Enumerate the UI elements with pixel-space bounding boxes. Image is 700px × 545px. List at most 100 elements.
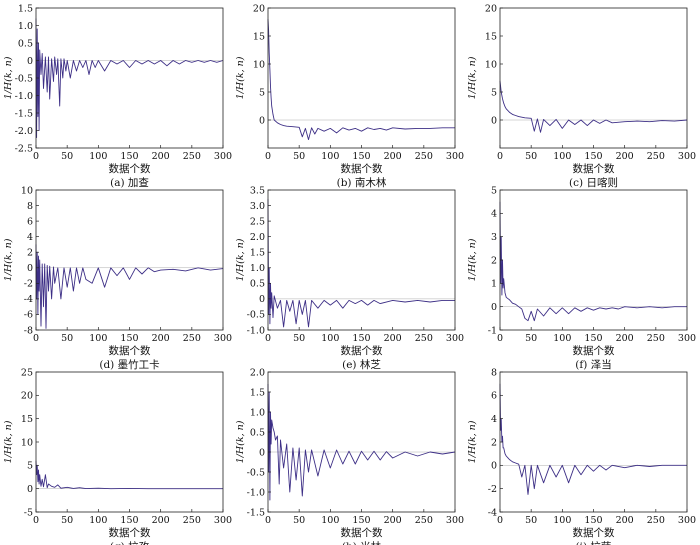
x-tick-label: 250 (647, 151, 665, 162)
series-line (499, 201, 687, 322)
x-tick-label: 100 (89, 151, 107, 162)
x-tick-label: 50 (293, 515, 305, 526)
x-tick-label: 250 (415, 333, 433, 344)
x-tick-label: 0 (33, 515, 39, 526)
plot-frame (267, 189, 456, 331)
y-tick-label: 1.0 (250, 263, 265, 274)
y-tick-label: 1.0 (18, 21, 33, 32)
x-tick-label: 0 (265, 515, 271, 526)
plot-frame (499, 7, 688, 149)
x-tick-label: 200 (384, 515, 402, 526)
y-tick-label: 2 (27, 248, 33, 259)
x-tick-label: 250 (183, 515, 201, 526)
x-tick-label: 200 (384, 333, 402, 344)
x-tick-label: 100 (321, 151, 339, 162)
x-tick-label: 150 (584, 151, 602, 162)
y-tick-label: 0 (491, 461, 497, 472)
y-tick-label: 5 (491, 87, 497, 98)
y-tick-label: -1 (488, 325, 497, 336)
x-tick-label: 200 (616, 515, 634, 526)
x-axis-label: 数据个数 (573, 162, 615, 175)
y-tick-label: -1.0 (247, 325, 265, 336)
subplot-caption: (b) 南木林 (337, 176, 387, 189)
y-tick-label: 15 (485, 31, 497, 42)
y-tick-label: 0.5 (18, 38, 33, 49)
x-tick-label: 300 (214, 515, 232, 526)
x-axis-label: 数据个数 (341, 344, 383, 357)
x-tick-label: 0 (265, 333, 271, 344)
x-tick-label: 200 (152, 333, 170, 344)
x-tick-label: 50 (61, 151, 73, 162)
y-tick-label: 10 (253, 59, 265, 70)
series-line (267, 383, 456, 501)
x-tick-label: 0 (265, 151, 271, 162)
series-line (267, 19, 455, 141)
x-tick-label: 250 (415, 151, 433, 162)
y-tick-label: 5 (491, 185, 497, 196)
series-line (35, 18, 224, 138)
y-tick-label: -4 (488, 507, 497, 518)
y-tick-label: -0.5 (247, 467, 265, 478)
x-tick-label: 50 (525, 515, 537, 526)
subplot-caption: (c) 日喀则 (569, 176, 618, 189)
y-tick-label: 1.0 (250, 407, 265, 418)
y-tick-label: 0 (259, 447, 265, 458)
x-tick-label: 150 (120, 515, 138, 526)
x-tick-label: 300 (446, 333, 464, 344)
y-axis-label: 1/H(k, n) (235, 238, 246, 281)
y-tick-label: 5 (259, 87, 265, 98)
x-tick-label: 200 (384, 151, 402, 162)
subplot-caption: (a) 加查 (110, 176, 149, 189)
y-tick-label: 0 (27, 56, 33, 67)
y-tick-label: 1.5 (250, 387, 265, 398)
plot-frame (267, 371, 456, 513)
y-tick-label: 0 (259, 115, 265, 126)
x-tick-label: 150 (120, 151, 138, 162)
y-tick-label: 0 (27, 484, 33, 495)
y-axis-label: 1/H(k, n) (3, 420, 14, 463)
subplot-caption: (g) 拉孜 (110, 540, 150, 545)
y-tick-label: 4 (491, 209, 497, 220)
y-tick-label: -4 (24, 294, 33, 305)
y-tick-label: -8 (24, 325, 33, 336)
x-axis-label: 数据个数 (341, 162, 383, 175)
x-tick-label: 150 (352, 333, 370, 344)
y-tick-label: 2.5 (250, 216, 265, 227)
subplot-9: 0 50 100 150 200 250 300 -4 -2 0 2 4 6 8 数据个数 1/H(k, n)… (467, 367, 696, 545)
x-tick-label: 250 (647, 515, 665, 526)
y-tick-label: 10 (485, 59, 497, 70)
y-tick-label: 0 (259, 294, 265, 305)
y-tick-label: -2 (24, 279, 33, 290)
y-axis-label: 1/H(k, n) (467, 420, 478, 463)
series-line (499, 383, 687, 495)
y-tick-label: -2 (488, 484, 497, 495)
y-tick-label: 20 (485, 3, 497, 14)
x-tick-label: 0 (497, 333, 503, 344)
subplot-caption: (e) 林芝 (342, 358, 381, 371)
x-tick-label: 100 (321, 333, 339, 344)
y-tick-label: -1.5 (247, 507, 265, 518)
y-tick-label: 2 (491, 255, 497, 266)
y-tick-label: 0.5 (250, 279, 265, 290)
subplot-5: 0 50 100 150 200 250 300 -1.0 -0.5 0 0.5 1.0 1.5 2.0 2… (235, 185, 464, 371)
x-tick-label: 300 (214, 151, 232, 162)
plot-frame (35, 371, 224, 513)
y-tick-label: 3.0 (250, 201, 265, 212)
x-tick-label: 300 (214, 333, 232, 344)
series-line (35, 460, 223, 490)
y-tick-label: -2.5 (15, 143, 33, 154)
y-tick-label: 4 (27, 232, 33, 243)
x-tick-label: 100 (553, 151, 571, 162)
x-tick-label: 150 (352, 515, 370, 526)
x-tick-label: 150 (120, 333, 138, 344)
y-tick-label: 0.5 (250, 427, 265, 438)
x-tick-label: 50 (293, 333, 305, 344)
y-tick-label: -5 (24, 507, 33, 518)
x-tick-label: 100 (89, 515, 107, 526)
x-tick-label: 300 (678, 515, 696, 526)
y-tick-label: 0 (491, 302, 497, 313)
x-tick-label: 150 (352, 151, 370, 162)
subplot-8: 0 50 100 150 200 250 300 -1.5 -1.0 -0.5 0 0.5 1.0 1.5… (235, 367, 464, 545)
